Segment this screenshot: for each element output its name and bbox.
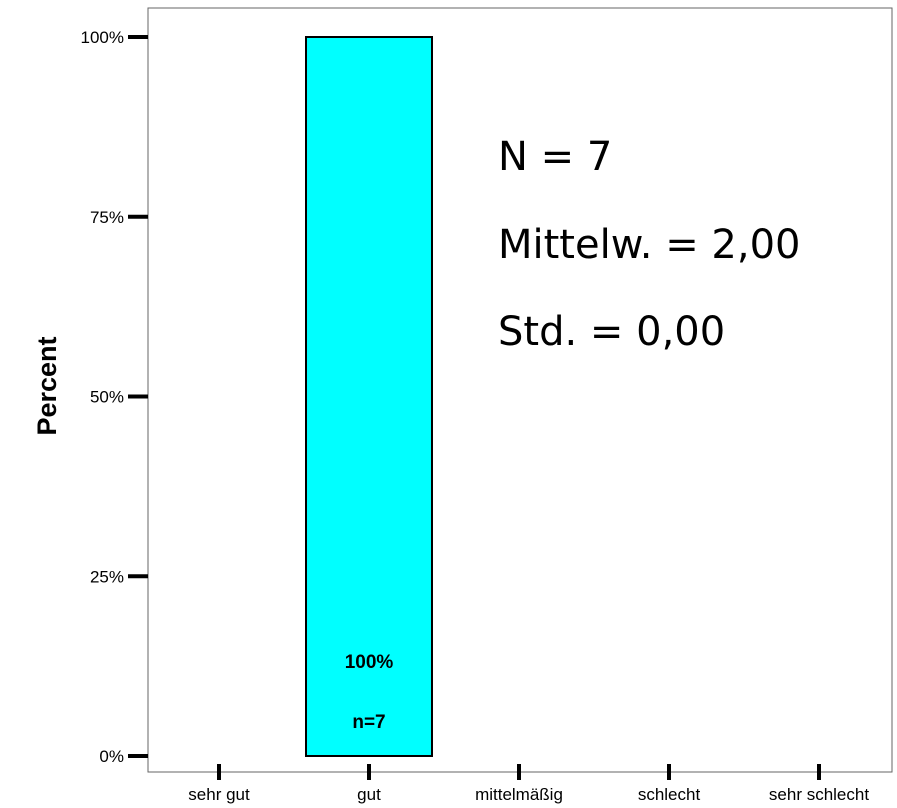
x-tick-label: sehr gut: [188, 785, 250, 804]
stat-n: N = 7: [498, 134, 612, 180]
stat-mean: Mittelw. = 2,00: [498, 222, 800, 268]
plot-frame: [147, 7, 893, 773]
y-axis-title: Percent: [32, 336, 62, 435]
x-tick-label: mittelmäßig: [475, 785, 563, 804]
y-tick-label: 100%: [81, 28, 124, 47]
y-tick-label: 25%: [90, 567, 124, 586]
bar-labels: 100% n=7: [345, 652, 394, 733]
x-tick-label: sehr schlecht: [769, 785, 869, 804]
y-tick-label: 50%: [90, 388, 124, 407]
y-tick-label: 75%: [90, 208, 124, 227]
bars: [305, 36, 433, 757]
stat-std: Std. = 0,00: [498, 309, 725, 355]
y-tick-label: 0%: [99, 747, 124, 766]
y-axis: 0% 25% 50% 75% 100%: [81, 28, 148, 766]
x-tick-label: schlecht: [638, 785, 701, 804]
bar-count-label: n=7: [352, 712, 385, 733]
bar-percent-label: 100%: [345, 652, 394, 673]
x-tick-label: gut: [357, 785, 381, 804]
x-axis: sehr gut gut mittelmäßig schlecht sehr schle…: [188, 764, 869, 804]
bar-gut: [305, 36, 433, 757]
